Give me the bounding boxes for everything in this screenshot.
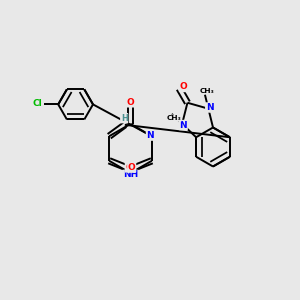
- Text: O: O: [127, 98, 134, 107]
- Text: N: N: [179, 121, 187, 130]
- Text: N: N: [206, 103, 213, 112]
- Text: O: O: [179, 82, 187, 91]
- Text: O: O: [125, 163, 133, 172]
- Text: NH: NH: [123, 170, 138, 179]
- Text: CH₃: CH₃: [200, 88, 214, 94]
- Text: O: O: [128, 163, 136, 172]
- Text: CH₃: CH₃: [166, 115, 181, 121]
- Text: N: N: [146, 131, 154, 140]
- Text: H: H: [121, 114, 128, 123]
- Text: Cl: Cl: [33, 99, 43, 108]
